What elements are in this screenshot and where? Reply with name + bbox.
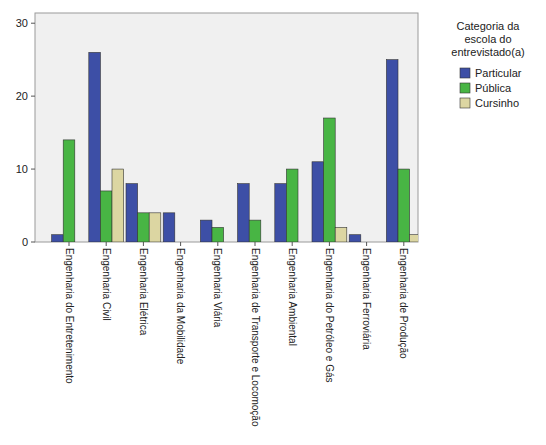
y-tick — [31, 242, 35, 243]
x-tick-label: Engenharia do Entretenimento — [64, 248, 75, 384]
x-tick-label: Engenharia Ferroviária — [361, 248, 372, 350]
bar — [52, 235, 64, 242]
bar — [75, 242, 87, 243]
bar — [398, 169, 410, 242]
y-tick-label: 0 — [22, 236, 28, 248]
x-tick-label: Engenharia Elétrica — [138, 248, 149, 336]
legend-label: Particular — [475, 67, 522, 79]
bar — [372, 242, 384, 243]
bar — [349, 235, 361, 242]
x-tick-label: Engenharia da Mobilidade — [175, 248, 186, 365]
bar — [324, 118, 336, 242]
x-tick — [69, 242, 70, 246]
x-tick — [143, 242, 144, 246]
plot-area — [35, 13, 418, 242]
bar — [89, 52, 101, 242]
bar — [126, 184, 138, 242]
bar — [175, 242, 187, 243]
bar — [410, 235, 418, 242]
bar — [149, 213, 161, 242]
y-tick-label: 20 — [16, 90, 28, 102]
bar — [249, 220, 261, 242]
bar — [212, 227, 224, 242]
bars — [52, 52, 418, 242]
legend-swatch — [460, 83, 470, 93]
legend-label: Cursinho — [475, 97, 519, 109]
bar — [186, 242, 198, 243]
bar — [261, 242, 273, 243]
legend-swatch — [460, 68, 470, 78]
y-tick — [31, 96, 35, 97]
bar — [335, 227, 347, 242]
bar — [275, 184, 287, 242]
bar — [224, 242, 236, 243]
x-tick — [366, 242, 367, 246]
chart: 0 10 20 30 Engenharia do Entretenimento Engen… — [0, 0, 546, 445]
x-tick-label: Engenharia Civil — [101, 248, 112, 321]
bar — [238, 184, 250, 242]
bar — [298, 242, 310, 243]
x-tick — [180, 242, 181, 246]
y-tick-label: 30 — [16, 17, 28, 29]
bar — [100, 191, 112, 242]
bar — [361, 242, 373, 243]
x-tick-label: Engenharia Viária — [212, 248, 223, 328]
x-tick — [292, 242, 293, 246]
y-tick — [31, 169, 35, 170]
bar — [63, 140, 75, 242]
bar — [200, 220, 212, 242]
y-tick-label: 10 — [16, 163, 28, 175]
x-tick-label: Engenharia Ambiental — [287, 248, 298, 346]
y-tick — [31, 23, 35, 24]
bar — [138, 213, 150, 242]
x-tick — [217, 242, 218, 246]
x-tick-label: Engenharia de Transporte e Locomoção — [250, 248, 261, 427]
x-tick-label: Engenharia de Produção — [398, 248, 409, 359]
bar — [286, 169, 298, 242]
bar — [386, 60, 398, 242]
legend-label: Pública — [475, 82, 512, 94]
legend-swatch — [460, 98, 470, 108]
x-tick — [255, 242, 256, 246]
bar — [112, 169, 124, 242]
x-tick — [106, 242, 107, 246]
bar — [163, 213, 175, 242]
x-tick-label: Engenharia do Petróleo e Gás — [324, 248, 335, 383]
x-tick — [403, 242, 404, 246]
bar — [312, 162, 324, 242]
x-tick — [329, 242, 330, 246]
legend-title: Categoria daescola doentrevistado(a) — [451, 20, 524, 58]
